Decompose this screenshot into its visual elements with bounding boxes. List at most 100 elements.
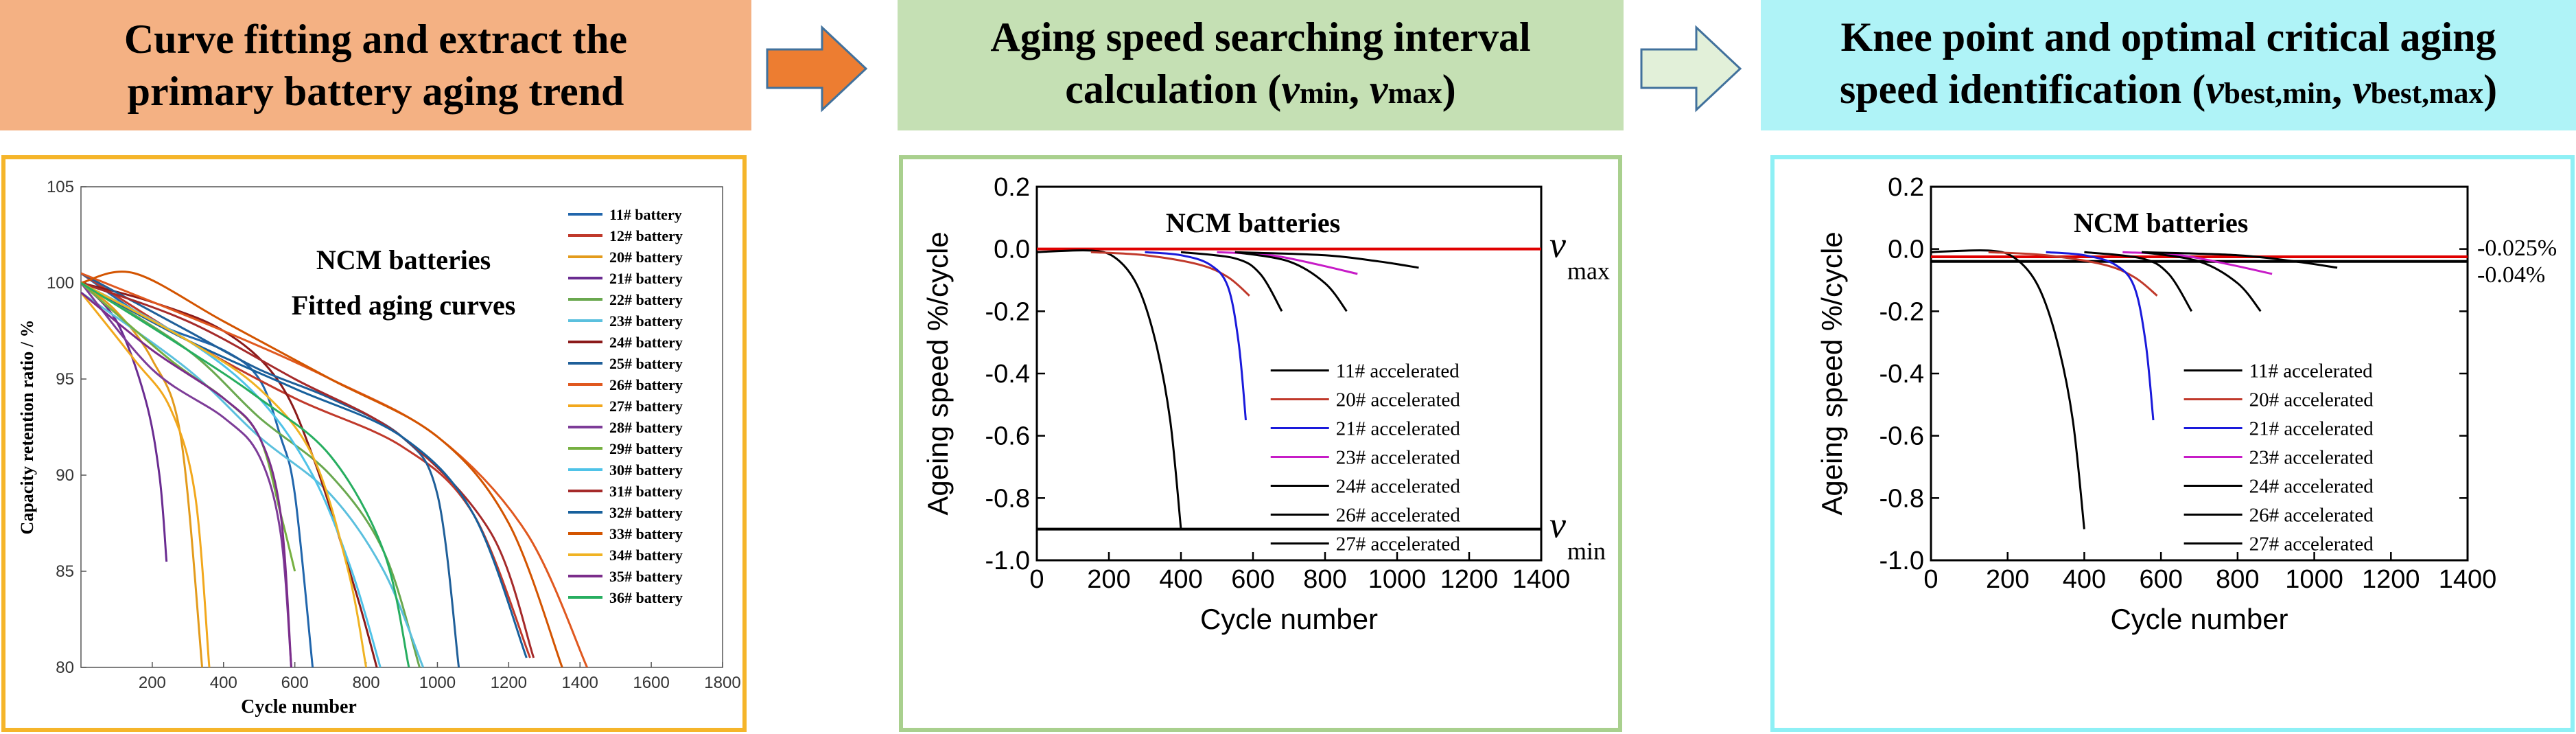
- step2-header: Aging speed searching interval calculatio…: [898, 0, 1624, 130]
- series-line: [81, 291, 292, 667]
- series-line: [1090, 251, 1250, 297]
- legend-label: 11# battery: [609, 206, 682, 223]
- series-line: [1988, 251, 2158, 297]
- x-axis-label: Cycle number: [1200, 603, 1378, 635]
- x-tick-label: 800: [353, 674, 380, 692]
- threshold-label: -0.025%: [2477, 236, 2557, 261]
- series-line: [1930, 249, 2085, 529]
- x-tick-label: 600: [1231, 565, 1274, 594]
- arrow-right-icon: [1640, 25, 1742, 113]
- y-tick-label: -0.8: [1880, 484, 1924, 513]
- series-line: [81, 291, 425, 667]
- y-tick-label: 105: [47, 178, 74, 196]
- legend-label: 28# battery: [609, 419, 683, 436]
- y-tick-label: 85: [56, 562, 74, 581]
- series-line: [1234, 251, 1348, 312]
- legend-label: 21# accelerated: [1336, 417, 1461, 439]
- series-line: [2142, 251, 2338, 269]
- legend-label: 26# accelerated: [1336, 504, 1461, 526]
- threshold-subscript: min: [1567, 538, 1606, 565]
- y-tick-label: 0.2: [994, 173, 1030, 202]
- legend-label: 36# battery: [609, 589, 683, 606]
- legend-label: 29# battery: [609, 440, 683, 457]
- x-tick-label: 400: [210, 674, 237, 692]
- legend-label: 27# battery: [609, 398, 683, 415]
- series-line: [81, 272, 460, 667]
- series-line: [81, 292, 211, 667]
- plot-frame: [80, 186, 723, 668]
- legend-label: 20# accelerated: [2249, 389, 2374, 411]
- legend-label: 23# battery: [609, 312, 683, 330]
- legend-label: 32# battery: [609, 504, 683, 521]
- x-tick-label: 1400: [2439, 565, 2497, 594]
- x-tick-label: 1800: [704, 674, 740, 692]
- x-tick-label: 0: [1029, 565, 1044, 594]
- x-tick-label: 1200: [2362, 565, 2420, 594]
- legend-label: 24# battery: [609, 334, 683, 351]
- chart-fitted-aging-curves: 200 400 600 800 1000 1200 1400 1600 1800 80 85 90 95…: [17, 178, 741, 718]
- legend-label: 22# battery: [609, 291, 683, 308]
- y-tick-label: 0.2: [1888, 173, 1924, 202]
- legend-label: 21# battery: [609, 270, 683, 287]
- y-axis-label: Capacity retention ratio / %: [17, 320, 37, 535]
- y-tick-label: -0.2: [985, 297, 1030, 326]
- series-line: [2046, 251, 2155, 421]
- x-tick-label: 200: [1087, 565, 1130, 594]
- series-line: [81, 282, 368, 667]
- legend-label: 24# accelerated: [1336, 475, 1461, 497]
- chart-knee-point: 0 200 400 600 800 1000 1200 1400 0.2 0.0 -0.2 -0.4 -…: [1816, 173, 2557, 635]
- arrow-right-icon: [766, 25, 868, 113]
- series-line: [81, 282, 296, 572]
- y-tick-label: 0.0: [1888, 236, 1924, 264]
- series-line: [81, 282, 204, 667]
- series-line: [1180, 251, 1283, 312]
- legend-label: 35# battery: [609, 568, 683, 585]
- legend-label: 20# accelerated: [1336, 389, 1461, 411]
- legend-label: 26# accelerated: [2249, 504, 2374, 526]
- x-tick-label: 1200: [1440, 565, 1499, 594]
- y-tick-label: -0.6: [985, 422, 1030, 451]
- threshold-symbol: v: [1549, 225, 1566, 266]
- x-tick-label: 200: [139, 674, 166, 692]
- legend-label: 33# battery: [609, 525, 683, 542]
- x-tick-label: 1200: [491, 674, 527, 692]
- panel-search-interval: 0 200 400 600 800 1000 1200 1400 0.2 0.0 -0.2 -0.4 -…: [899, 155, 1622, 732]
- step1-header: Curve fitting and extract the primary bat…: [0, 0, 751, 130]
- y-tick-label: -0.2: [1880, 297, 1924, 326]
- legend-label: 21# accelerated: [2249, 417, 2374, 439]
- y-tick-label: -1.0: [1880, 547, 1924, 575]
- step3-title-line1: Knee point and optimal critical aging: [1840, 14, 2496, 60]
- series-line: [81, 282, 421, 667]
- threshold-label: -0.04%: [2477, 262, 2545, 288]
- x-tick-label: 1400: [1512, 565, 1571, 594]
- threshold-symbol: v: [1549, 505, 1566, 546]
- legend-label: 24# accelerated: [2249, 475, 2374, 497]
- legend-label: 31# battery: [609, 483, 683, 500]
- y-axis-label: Ageing speed %/cycle: [922, 231, 954, 515]
- series-line: [1036, 249, 1182, 529]
- x-axis-label: Cycle number: [2110, 603, 2288, 635]
- x-tick-label: 800: [1303, 565, 1346, 594]
- series-line: [1145, 251, 1247, 421]
- legend-label: 26# battery: [609, 376, 683, 393]
- x-tick-label: 1000: [1368, 565, 1427, 594]
- legend-label: 27# accelerated: [2249, 533, 2374, 555]
- x-tick-label: 600: [2139, 565, 2182, 594]
- threshold-subscript: max: [1567, 257, 1610, 285]
- legend-label: 34# battery: [609, 547, 683, 564]
- series-line: [81, 271, 563, 667]
- series-line: [2141, 251, 2262, 312]
- y-tick-label: -0.6: [1880, 422, 1924, 451]
- step3-header: Knee point and optimal critical aging spe…: [1761, 0, 2576, 130]
- series-line: [81, 282, 168, 562]
- legend-label: 27# accelerated: [1336, 533, 1461, 555]
- x-axis-label: Cycle number: [241, 696, 357, 718]
- y-tick-label: -0.8: [985, 484, 1030, 513]
- chart-subtitle: Fitted aging curves: [292, 290, 516, 321]
- legend-label: 11# accelerated: [1336, 360, 1460, 382]
- step2-title-line1: Aging speed searching interval: [990, 14, 1531, 60]
- x-tick-label: 200: [1986, 565, 2029, 594]
- x-tick-label: 400: [1159, 565, 1202, 594]
- x-tick-label: 1000: [419, 674, 456, 692]
- step3-title-line2: speed identification (vbest,min, vbest,m…: [1839, 66, 2498, 112]
